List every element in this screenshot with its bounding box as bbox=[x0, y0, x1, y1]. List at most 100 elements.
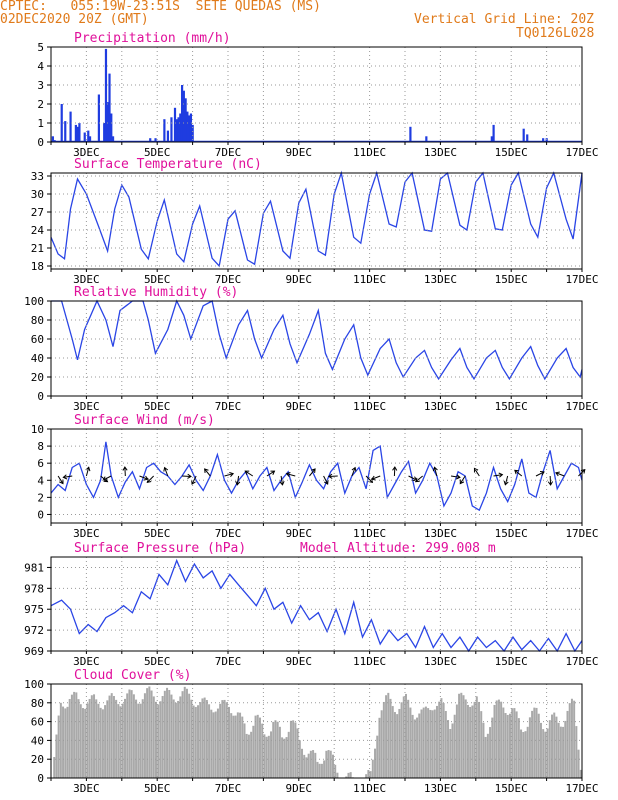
cloud-bar bbox=[493, 704, 496, 778]
x-tick-label: 3DEC bbox=[73, 400, 100, 413]
x-tick-label: 11DEC bbox=[353, 146, 386, 159]
panel-0: Precipitation (mm/h) 0 1 2 3 4 5 3DEC 5DEC 7DEC 9D… bbox=[37, 31, 598, 159]
cloud-bar bbox=[396, 714, 399, 778]
cloud-bar bbox=[486, 733, 489, 778]
cloud-bar bbox=[150, 690, 153, 778]
x-tick-label: 9DEC bbox=[286, 655, 313, 668]
wind-arrow-head bbox=[103, 477, 109, 483]
cloud-bar bbox=[542, 729, 545, 778]
y-tick-label: 20 bbox=[31, 371, 44, 384]
precip-bar bbox=[189, 113, 193, 142]
cloud-bar bbox=[557, 722, 560, 778]
cloud-bar bbox=[53, 757, 56, 778]
cloud-bar bbox=[515, 711, 518, 778]
cloud-bar bbox=[449, 728, 452, 778]
y-tick-label: 100 bbox=[24, 295, 44, 308]
cloud-bar bbox=[243, 723, 246, 778]
cloud-bar bbox=[579, 769, 582, 778]
wind-arrow bbox=[204, 468, 211, 477]
wind-arrow bbox=[504, 475, 509, 485]
cloud-bar bbox=[172, 699, 175, 778]
cloud-bar bbox=[199, 702, 202, 778]
panel-3: Surface Wind (m/s) 0 2 4 6 8 10 3DEC 5DEC 7DEC 9DE… bbox=[31, 413, 599, 540]
x-tick-label: 5DEC bbox=[144, 527, 171, 540]
y-tick-label: 100 bbox=[24, 678, 44, 691]
x-tick-label: 11DEC bbox=[353, 655, 386, 668]
wind-arrow-head bbox=[191, 479, 196, 485]
cloud-bar bbox=[416, 717, 419, 778]
cloud-bar bbox=[431, 710, 434, 778]
cloud-bar bbox=[90, 695, 93, 778]
cloud-bar bbox=[228, 706, 230, 778]
cloud-bar bbox=[325, 750, 328, 778]
wind-arrow-head bbox=[323, 479, 329, 485]
cloud-bar bbox=[261, 723, 264, 778]
precip-bar bbox=[87, 130, 90, 142]
cloud-bar bbox=[97, 703, 100, 778]
cloud-bar bbox=[462, 695, 465, 778]
cloud-bar bbox=[570, 698, 573, 778]
cloud-bar bbox=[422, 707, 425, 778]
y-tick-label: 0 bbox=[37, 508, 44, 521]
cloud-bar bbox=[484, 736, 487, 778]
x-tick-label: 17DEC bbox=[565, 782, 598, 795]
wind-arrow-head bbox=[270, 470, 276, 475]
wind-arrow bbox=[63, 475, 73, 478]
cloud-bar bbox=[152, 696, 155, 778]
wind-arrow-head bbox=[285, 471, 291, 477]
cloud-bar bbox=[66, 706, 69, 778]
panel-title: Surface Wind (m/s) bbox=[74, 413, 215, 428]
y-tick-label: 10 bbox=[31, 423, 44, 436]
cloud-bar bbox=[101, 709, 104, 778]
cloud-bar bbox=[497, 699, 500, 778]
panel-frame bbox=[50, 556, 583, 652]
cloud-bar bbox=[555, 716, 558, 778]
cloud-bar bbox=[239, 712, 242, 778]
cloud-bar bbox=[285, 737, 288, 778]
precip-bar bbox=[522, 128, 525, 142]
cloud-bar bbox=[447, 720, 450, 778]
panel-title: Surface Pressure (hPa) bbox=[74, 541, 246, 556]
cloud-bar bbox=[128, 689, 131, 778]
cloud-bar bbox=[267, 735, 270, 778]
cloud-bar bbox=[141, 699, 144, 778]
cloud-bar bbox=[482, 722, 485, 778]
panel-5: Cloud Cover (%) 0 20 40 60 80 100 3DEC 5DEC 7DEC 9… bbox=[24, 668, 598, 795]
wind-arrow bbox=[57, 475, 64, 484]
cloud-bar bbox=[170, 694, 173, 778]
cloud-bar bbox=[59, 702, 62, 778]
wind-arrow-head bbox=[146, 478, 152, 484]
x-tick-label: 13DEC bbox=[424, 400, 457, 413]
y-tick-label: 1 bbox=[37, 117, 44, 130]
y-tick-label: 2 bbox=[37, 491, 44, 504]
cloud-bar bbox=[95, 699, 98, 778]
wind-arrow-head bbox=[229, 471, 235, 477]
wind-arrow bbox=[191, 475, 197, 485]
cloud-bar bbox=[159, 701, 162, 778]
precip-bar bbox=[186, 111, 189, 142]
precip-bar bbox=[177, 117, 180, 142]
cloud-bar bbox=[126, 693, 129, 778]
cloud-bar bbox=[230, 713, 233, 778]
cloud-bar bbox=[318, 763, 321, 778]
cloud-bar bbox=[73, 691, 76, 778]
cloud-bar bbox=[398, 708, 401, 778]
wind-arrow-head bbox=[279, 481, 285, 486]
panel-annotation: Model Altitude: 299.008 m bbox=[300, 541, 496, 556]
y-tick-label: 0 bbox=[37, 772, 44, 785]
cloud-bar bbox=[524, 731, 527, 778]
wind-arrow bbox=[224, 473, 234, 477]
precip-bar bbox=[163, 119, 166, 142]
x-tick-label: 3DEC bbox=[73, 655, 100, 668]
precip-bar bbox=[104, 48, 108, 142]
cloud-bar bbox=[157, 704, 160, 778]
cloud-bar bbox=[407, 699, 410, 778]
cloud-bar bbox=[234, 715, 237, 778]
y-tick-label: 5 bbox=[37, 41, 44, 54]
cloud-bar bbox=[223, 699, 226, 778]
cloud-bar bbox=[471, 705, 474, 778]
cloud-bar bbox=[365, 774, 368, 778]
cloud-bar bbox=[464, 699, 467, 778]
cloud-bar bbox=[166, 687, 169, 778]
cloud-bar bbox=[247, 734, 250, 778]
